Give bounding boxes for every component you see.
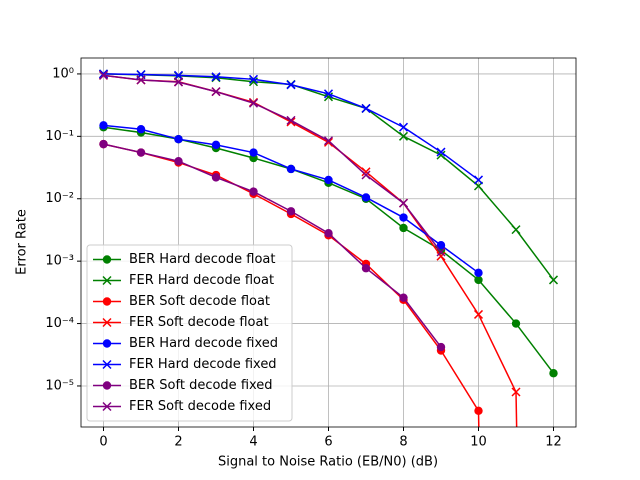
marker	[473, 309, 484, 319]
marker	[436, 241, 446, 250]
marker	[436, 150, 446, 160]
y-tick-label: 10⁻⁵	[45, 378, 74, 393]
x-tick-label: 8	[399, 435, 407, 450]
marker	[286, 115, 296, 125]
marker	[102, 339, 112, 348]
plot-area	[98, 69, 559, 427]
x-tick-label: 6	[324, 435, 332, 450]
marker	[398, 131, 409, 141]
y-tick-label: 10⁻¹	[45, 129, 74, 144]
marker	[102, 317, 112, 328]
marker	[99, 139, 108, 149]
marker	[99, 121, 108, 130]
marker	[399, 213, 408, 222]
x-axis-label: Signal to Noise Ratio (EB/N0) (dB)	[218, 455, 438, 470]
marker	[102, 381, 112, 390]
marker	[474, 268, 483, 278]
y-tick-label: 10⁻⁴	[45, 316, 74, 331]
marker	[436, 147, 446, 157]
y-tick-label: 10⁰	[52, 66, 74, 81]
marker	[398, 122, 409, 132]
x-tick-label: 2	[174, 435, 182, 450]
marker	[548, 275, 559, 285]
y-tick-label: 10⁻³	[45, 254, 74, 269]
marker	[136, 125, 146, 134]
marker	[174, 134, 183, 144]
marker	[102, 275, 112, 286]
marker	[361, 167, 371, 177]
marker	[211, 140, 221, 150]
legend-label: FER Hard decode fixed	[129, 357, 277, 372]
marker	[511, 225, 521, 235]
x-tick-label: 0	[99, 435, 107, 450]
y-axis-label: Error Rate	[15, 209, 30, 275]
marker	[286, 80, 296, 90]
marker	[248, 98, 259, 108]
marker	[323, 136, 334, 146]
marker	[173, 77, 184, 87]
legend-label: FER Soft decode fixed	[129, 399, 271, 414]
marker	[511, 319, 521, 328]
x-tick-label: 12	[545, 435, 562, 450]
series-line	[103, 143, 480, 427]
y-tick-label: 10⁻²	[45, 191, 74, 206]
marker	[361, 193, 371, 202]
marker	[249, 148, 258, 157]
legend-label: BER Hard decode fixed	[129, 336, 278, 351]
plot-frame	[80, 57, 577, 428]
marker	[102, 255, 112, 264]
marker	[473, 175, 484, 185]
legend-box	[86, 244, 293, 422]
marker	[173, 70, 184, 80]
marker	[474, 406, 483, 415]
legend-label: BER Soft decode fixed	[129, 378, 273, 393]
marker	[324, 175, 333, 185]
marker	[361, 103, 371, 113]
marker	[211, 87, 221, 97]
marker	[286, 207, 296, 216]
marker	[102, 359, 112, 370]
marker	[361, 264, 371, 273]
x-tick-label: 10	[470, 435, 487, 450]
marker	[399, 223, 408, 233]
marker	[549, 369, 558, 378]
marker	[286, 164, 296, 174]
marker	[174, 156, 183, 166]
marker	[102, 401, 112, 412]
legend-label: FER Hard decode float	[129, 273, 274, 288]
legend-label: BER Hard decode float	[129, 252, 275, 267]
marker	[361, 170, 371, 180]
marker	[474, 275, 483, 285]
marker	[98, 70, 109, 80]
marker	[211, 72, 221, 82]
marker	[102, 297, 112, 306]
x-tick-label: 4	[249, 435, 257, 450]
legend-label: FER Soft decode float	[129, 315, 269, 330]
marker	[98, 69, 109, 79]
marker	[248, 74, 259, 84]
marker	[136, 148, 146, 157]
marker	[211, 173, 221, 182]
legend-label: BER Soft decode float	[129, 294, 270, 309]
marker	[399, 293, 408, 302]
marker	[511, 387, 521, 397]
marker	[136, 75, 146, 85]
marker	[436, 342, 446, 352]
series-line	[103, 74, 442, 253]
marker	[398, 198, 409, 208]
series-line	[103, 143, 442, 348]
marker	[249, 187, 258, 196]
marker	[436, 251, 446, 261]
marker	[323, 89, 334, 99]
marker	[436, 247, 446, 257]
marker	[324, 229, 333, 238]
